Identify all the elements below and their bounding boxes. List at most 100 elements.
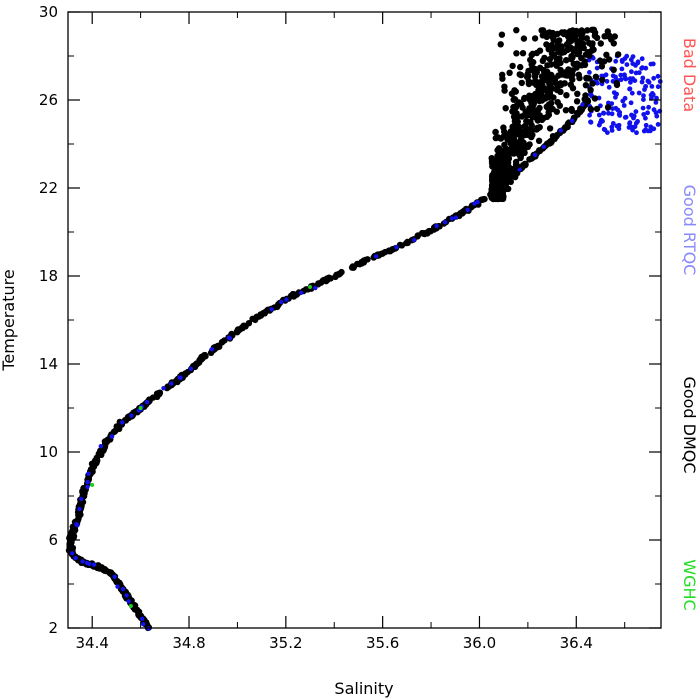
rtqc-point (615, 107, 621, 113)
rtqc-point (606, 84, 612, 90)
rtqc-point (628, 100, 634, 106)
dmqc-point (240, 322, 247, 329)
legend-entry: Good RTQC (680, 185, 699, 276)
dmqc-point (580, 44, 587, 52)
dmqc-point (539, 57, 546, 65)
dmqc-point (583, 35, 590, 42)
dmqc-point (610, 40, 617, 47)
rtqc-point (109, 434, 115, 439)
rtqc-point (640, 65, 645, 71)
rtqc-point (115, 584, 120, 589)
rtqc-point (634, 130, 639, 136)
rtqc-point (657, 79, 663, 84)
wghc-point (138, 406, 143, 410)
rtqc-point (635, 119, 640, 124)
rtqc-point (412, 237, 417, 243)
rtqc-point (98, 444, 104, 449)
dmqc-point (575, 45, 582, 52)
dmqc-point (529, 102, 537, 110)
dmqc-point (105, 568, 113, 576)
rtqc-point (616, 126, 622, 132)
dmqc-point (517, 101, 525, 108)
rtqc-point (618, 72, 624, 78)
dmqc-point (518, 79, 525, 87)
dmqc-point (567, 55, 575, 63)
rtqc-point (630, 127, 635, 133)
rtqc-point (622, 95, 628, 101)
dmqc-point (509, 62, 516, 70)
x-tick-label: 35.2 (269, 634, 302, 652)
rtqc-point (635, 59, 641, 65)
rtqc-point (299, 290, 304, 295)
dmqc-point (556, 102, 563, 109)
dmqc-point (575, 71, 582, 79)
rtqc-point (604, 78, 610, 84)
dmqc-point (546, 29, 553, 36)
x-tick-label: 34.4 (76, 634, 109, 652)
legend-entry: Good DMQC (680, 376, 699, 473)
rtqc-point (651, 75, 657, 81)
dmqc-point (578, 27, 585, 34)
rtqc-point (73, 555, 78, 561)
rtqc-point (645, 110, 650, 116)
x-tick-label: 35.6 (366, 634, 399, 652)
dmqc-point (520, 35, 528, 42)
dmqc-point (547, 61, 555, 68)
rtqc-point (449, 216, 455, 221)
rtqc-point (622, 72, 627, 78)
dmqc-point (587, 86, 594, 94)
rtqc-point (140, 616, 145, 621)
rtqc-point (627, 120, 633, 125)
rtqc-point (640, 105, 646, 111)
rtqc-point (653, 110, 659, 116)
rtqc-point (628, 79, 633, 85)
dmqc-point (193, 360, 201, 368)
wghc-point (90, 483, 95, 487)
dmqc-point (489, 174, 496, 181)
dmqc-point (349, 263, 356, 270)
dmqc-point (508, 90, 516, 97)
dmqc-point (526, 131, 533, 138)
dmqc-point (581, 95, 588, 103)
dmqc-point (529, 97, 537, 105)
rtqc-point (141, 622, 146, 627)
rtqc-point (596, 112, 602, 118)
rtqc-point (627, 76, 633, 82)
y-tick-label: 6 (48, 531, 58, 549)
dmqc-point (549, 52, 557, 59)
y-tick-label: 26 (39, 91, 58, 109)
rtqc-point (126, 599, 131, 604)
rtqc-point (600, 118, 605, 124)
dmqc-point (562, 107, 570, 114)
rtqc-point (636, 90, 642, 96)
rtqc-point (161, 386, 166, 391)
dmqc-point (613, 81, 621, 89)
x-tick-label: 34.8 (172, 634, 205, 652)
dmqc-point (507, 128, 515, 135)
dmqc-point (257, 312, 265, 319)
dmqc-point (490, 162, 497, 170)
dmqc-point (539, 32, 546, 39)
dmqc-point (529, 93, 536, 100)
rtqc-point (77, 506, 82, 512)
dmqc-point (593, 105, 601, 113)
dmqc-point (501, 141, 508, 148)
dmqc-point (556, 45, 563, 52)
rtqc-point (84, 560, 90, 566)
dmqc-point (573, 98, 581, 105)
dmqc-point (524, 71, 531, 78)
rtqc-point (654, 95, 659, 101)
rtqc-point (85, 484, 90, 490)
dmqc-point (535, 137, 543, 144)
rtqc-point (645, 128, 651, 134)
dmqc-point (156, 390, 163, 398)
dmqc-point (492, 134, 499, 142)
dmqc-point (327, 275, 334, 282)
rtqc-point (621, 103, 627, 108)
rtqc-point (434, 223, 439, 229)
dmqc-point (521, 131, 528, 139)
dmqc-point (135, 609, 143, 617)
dmqc-point (495, 156, 502, 163)
dmqc-point (499, 181, 507, 188)
dmqc-point (530, 108, 537, 116)
